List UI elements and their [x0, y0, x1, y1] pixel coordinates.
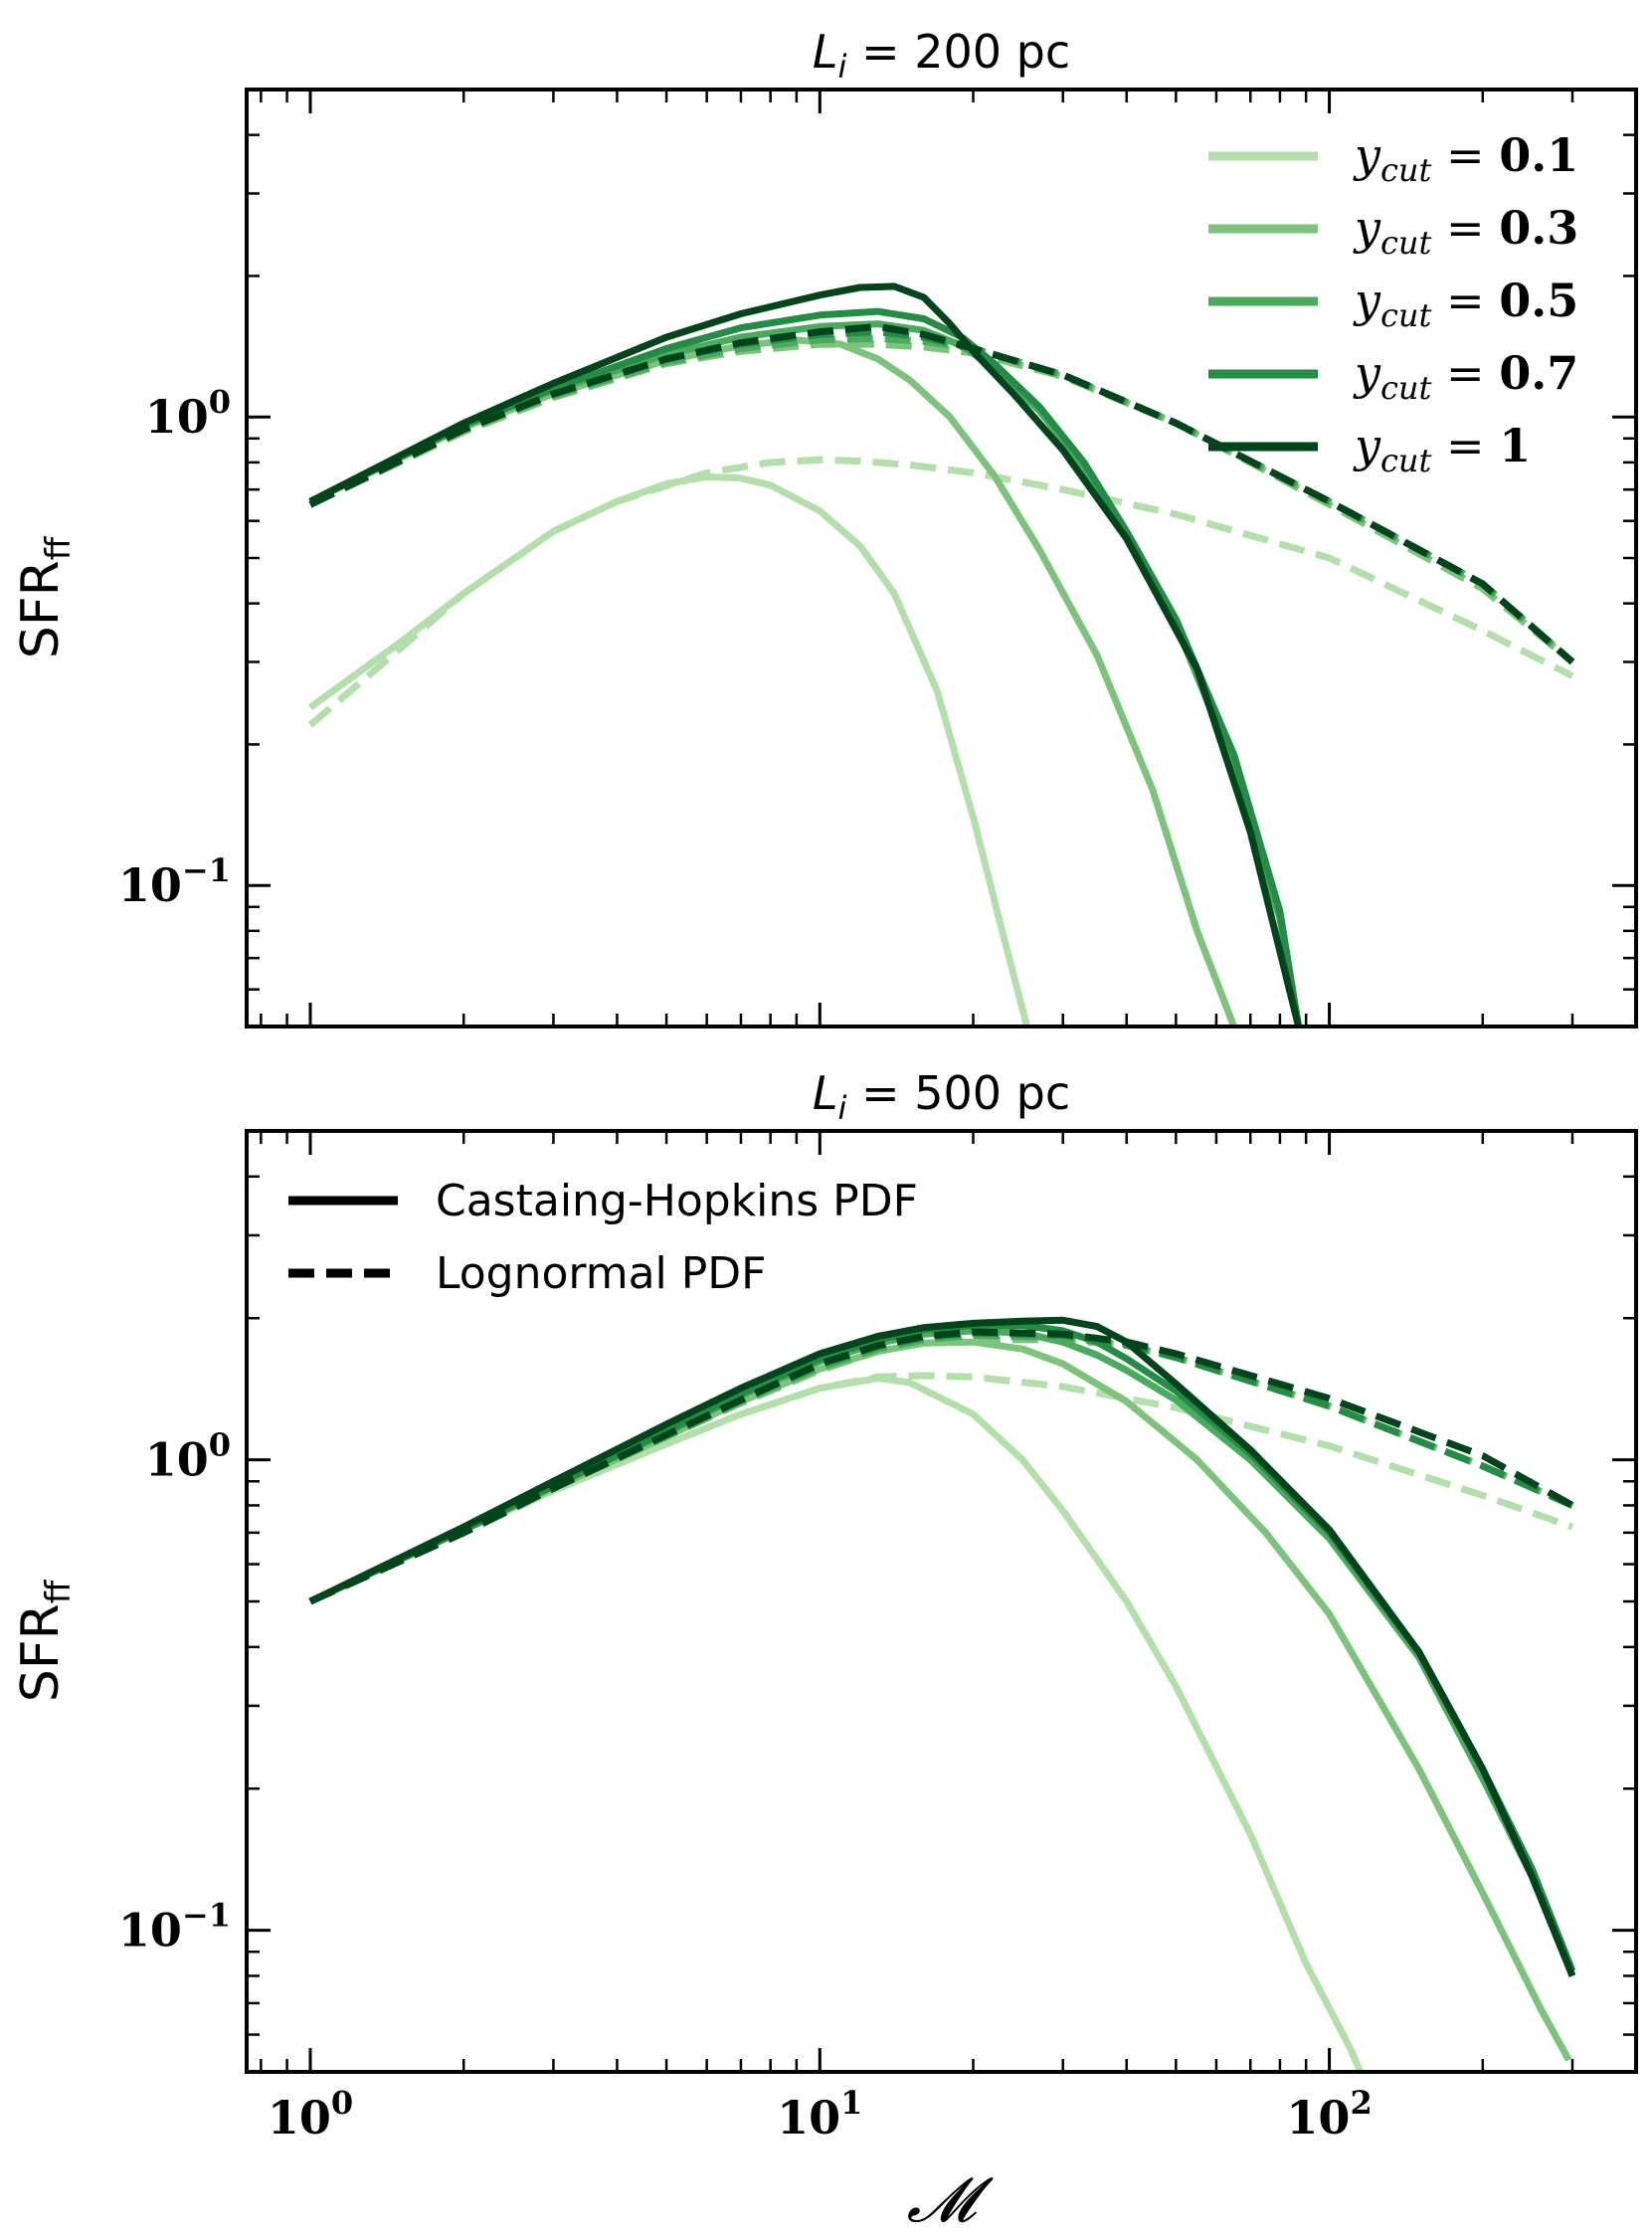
plot-frame [245, 88, 1638, 1028]
legend-label-subscript: cut [1380, 151, 1432, 189]
y-axis-label: SFRff [11, 1579, 79, 1702]
legend-label-value: 0.7 [1499, 346, 1578, 400]
legend-label-symbol: y [1353, 201, 1381, 255]
panel-title: Li = 500 pc [813, 1066, 1070, 1127]
legend-label-value: 1 [1499, 419, 1531, 472]
series-line-lognormal-1 [307, 456, 1574, 728]
y-tick-label-exponent: −1 [182, 851, 231, 889]
legend-label-equals: = [1431, 128, 1499, 182]
legend-label-symbol: y [1353, 419, 1381, 472]
title-rest: = 200 pc [846, 25, 1070, 79]
legend-label-symbol: y [1353, 128, 1381, 182]
legend-label-subscript: cut [1380, 369, 1432, 407]
x-tick-label-exponent: 2 [1350, 2084, 1372, 2122]
y-tick-label: 100 [145, 383, 231, 444]
legend-label-value: 0.3 [1499, 201, 1578, 255]
legend-label-equals: = [1431, 419, 1499, 472]
legend-label: ycut = 1 [1353, 419, 1531, 479]
x-tick-label: 100 [268, 2084, 353, 2145]
series-line-castaing-hopkins-8 [308, 282, 1302, 1026]
y-tick-label-base: 10 [118, 1904, 182, 1958]
title-symbol: L [813, 1066, 838, 1120]
legend-label-subscript: cut [1380, 442, 1432, 479]
y-tick-label-base: 10 [145, 390, 209, 444]
x-tick-label-base: 10 [1286, 2091, 1350, 2145]
x-tick-label-base: 10 [268, 2091, 331, 2145]
y-axis-label-main: SFR [11, 1603, 71, 1702]
y-tick-label-exponent: 0 [209, 383, 231, 421]
y-axis-label-subscript: ff [39, 535, 79, 560]
legend-label: Lognormal PDF [436, 1248, 766, 1299]
title-rest: = 500 pc [846, 1066, 1070, 1120]
y-tick-label-exponent: 0 [209, 1426, 231, 1464]
x-tick-label-base: 10 [777, 2091, 840, 2145]
title-subscript: i [838, 1089, 847, 1127]
legend-label-value: 0.1 [1499, 128, 1578, 182]
legend-label-value: 0.5 [1499, 274, 1578, 327]
series-group [308, 1316, 1576, 2072]
title-subscript: i [838, 48, 847, 86]
y-axis-label-subscript: ff [39, 1579, 79, 1603]
y-tick-label: 10−1 [118, 1897, 231, 1958]
plot-frame [245, 1129, 1638, 2074]
legend-label: Castaing-Hopkins PDF [436, 1176, 918, 1226]
legend-label: ycut = 0.5 [1353, 274, 1578, 334]
legend-label-equals: = [1431, 274, 1499, 327]
legend-label: ycut = 0.1 [1353, 128, 1578, 189]
y-tick-label-base: 10 [118, 858, 182, 912]
legend-label: ycut = 0.3 [1353, 201, 1578, 262]
legend-label-symbol: y [1353, 274, 1381, 327]
x-tick-label: 101 [777, 2084, 862, 2145]
y-tick-label-exponent: −1 [182, 1897, 231, 1935]
legend: Castaing-Hopkins PDF Lognormal PDF [288, 1176, 918, 1299]
title-symbol: L [813, 25, 838, 79]
y-tick-label-base: 10 [145, 1433, 209, 1487]
x-tick-label-exponent: 0 [331, 2084, 353, 2122]
series-line-lognormal-9 [308, 1328, 1574, 1605]
series-line-castaing-hopkins-8 [308, 1316, 1576, 1977]
legend-label-subscript: cut [1380, 296, 1432, 334]
y-axis-label: SFRff [11, 535, 79, 658]
legend-label: ycut = 0.7 [1353, 346, 1578, 407]
y-tick-label: 10−1 [118, 851, 231, 912]
series-line-lognormal-9 [308, 322, 1575, 665]
panel-title: Li = 200 pc [813, 25, 1070, 86]
legend-label-equals: = [1431, 346, 1499, 400]
y-axis-label-main: SFR [11, 560, 71, 658]
series-group [307, 282, 1575, 1026]
x-tick-label-exponent: 1 [840, 2084, 862, 2122]
legend-label-equals: = [1431, 201, 1499, 255]
x-tick-label: 102 [1286, 2084, 1372, 2145]
legend-label-symbol: y [1353, 346, 1381, 400]
y-tick-label: 100 [145, 1426, 231, 1487]
series-line-castaing-hopkins-0 [307, 472, 1030, 1026]
legend-label-subscript: cut [1380, 224, 1432, 262]
